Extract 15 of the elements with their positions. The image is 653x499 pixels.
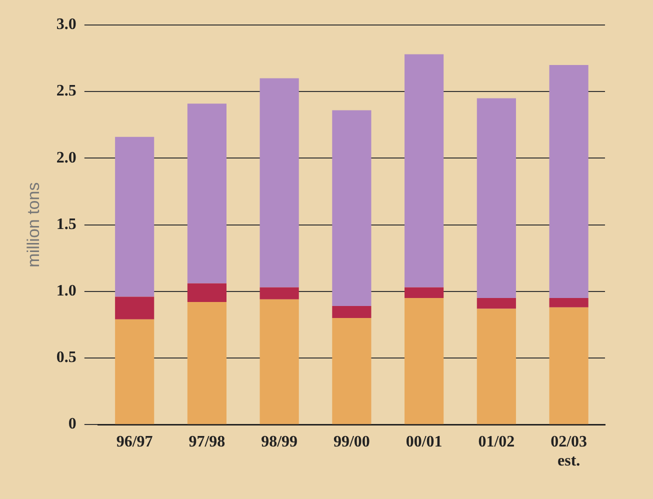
y-tick-label: 3.0 [56,16,76,34]
x-tick-label: 00/01 [406,433,442,450]
y-tick-label: 0.5 [56,349,76,366]
y-axis-title: million tons [24,182,43,268]
y-tick-label: 2.5 [56,82,76,100]
x-tick-label: 99/00 [333,433,370,450]
x-tick-label: 02/03 est. [550,433,588,470]
x-tick-label: 96/97 [116,433,153,450]
y-tick-label: 0 [68,416,76,433]
x-tick-label: 01/02 [478,433,515,450]
y-tick-label: 1.5 [56,216,76,233]
y-tick-label: 1.0 [56,282,76,300]
y-tick-label: 2.0 [56,149,76,166]
x-tick-label: 98/99 [261,433,298,450]
x-tick-label: 97/98 [188,433,226,450]
